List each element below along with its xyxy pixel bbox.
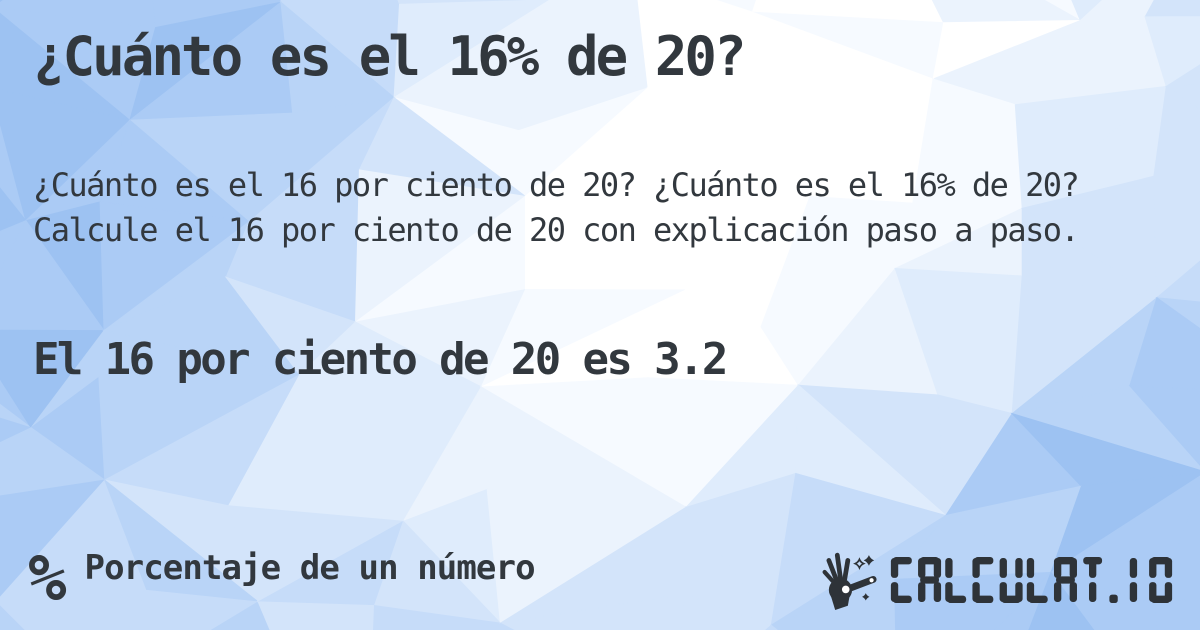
result-statement: El 16 por ciento de 20 es 3.2 bbox=[33, 334, 728, 385]
page-title: ¿Cuánto es el 16% de 20? bbox=[33, 25, 747, 88]
description: ¿Cuánto es el 16 por ciento de 20? ¿Cuán… bbox=[33, 163, 1080, 253]
description-line: Calcule el 16 por ciento de 20 con expli… bbox=[33, 211, 1080, 249]
category-badge: % Porcentaje de un número bbox=[28, 542, 536, 616]
category-label: Porcentaje de un número bbox=[84, 548, 536, 588]
magic-wand-icon bbox=[822, 552, 877, 610]
description-line: ¿Cuánto es el 16 por ciento de 20? ¿Cuán… bbox=[33, 166, 1080, 204]
brand-logo-text bbox=[890, 557, 1173, 603]
percent-icon: % bbox=[28, 542, 67, 616]
